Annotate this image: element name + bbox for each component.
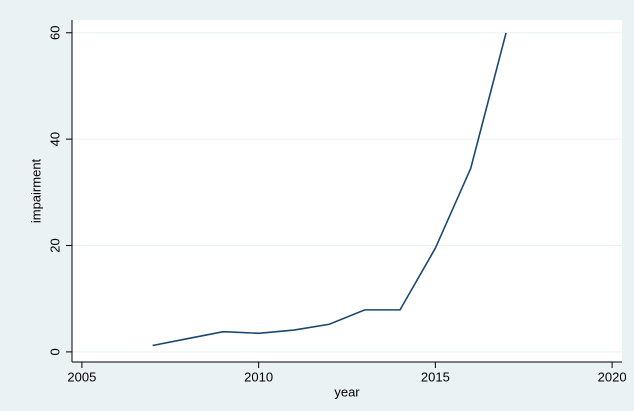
plot-area — [72, 20, 622, 362]
x-tick-label: 2020 — [598, 369, 627, 384]
y-tick-label: 0 — [47, 348, 62, 355]
y-tick-label: 40 — [47, 132, 62, 146]
x-axis-title: year — [334, 384, 360, 399]
y-axis-title: impairment — [28, 158, 43, 223]
x-tick-label: 2015 — [421, 369, 450, 384]
x-tick-label: 2010 — [244, 369, 273, 384]
y-tick-label: 20 — [47, 238, 62, 252]
y-tick-label: 60 — [47, 26, 62, 40]
x-tick-label: 2005 — [67, 369, 96, 384]
data-line — [152, 32, 507, 347]
